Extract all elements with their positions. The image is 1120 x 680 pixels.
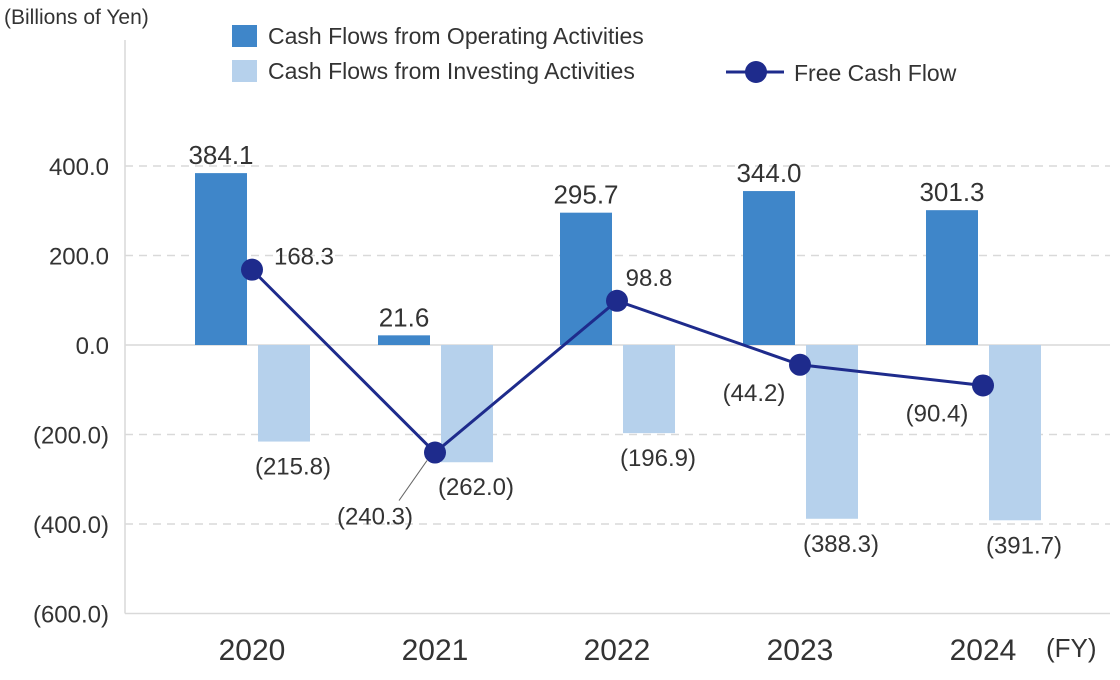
- investing-value-label: (388.3): [803, 531, 879, 558]
- operating-bar: [378, 335, 430, 345]
- operating-bar: [195, 173, 247, 345]
- free-cash-flow-point: [789, 353, 811, 376]
- free-cash-flow-point: [606, 289, 628, 312]
- investing-value-label: (196.9): [620, 445, 696, 472]
- y-tick-label: 200.0: [49, 244, 109, 271]
- data-labels: 384.1 21.6 295.7 344.0 301.3 (215.8) (262.0) (1…: [188, 140, 1062, 559]
- free-cash-flow-point: [972, 374, 994, 397]
- free-cash-flow-line: [241, 258, 994, 464]
- legend-label-operating: Cash Flows from Operating Activities: [268, 23, 644, 49]
- y-tick-label: 400.0: [49, 154, 109, 181]
- operating-value-label: 344.0: [736, 158, 801, 188]
- free-cash-flow-value-label: 98.8: [626, 265, 673, 292]
- x-tick-label: 2020: [219, 634, 286, 667]
- x-tick-label: 2023: [767, 634, 834, 667]
- legend-swatch-operating: [232, 25, 257, 47]
- legend-label-fcf: Free Cash Flow: [794, 60, 957, 86]
- x-axis-ticks: 2020 2021 2022 2023 2024: [219, 634, 1017, 667]
- investing-value-label: (215.8): [255, 454, 331, 481]
- y-tick-label: (600.0): [33, 602, 109, 629]
- free-cash-flow-value-label: 168.3: [274, 244, 334, 271]
- free-cash-flow-value-label: (90.4): [906, 400, 969, 427]
- bars: [195, 173, 1041, 521]
- y-tick-label: 0.0: [76, 333, 109, 360]
- y-axis-ticks: 400.0 200.0 0.0 (200.0) (400.0) (600.0): [33, 154, 109, 629]
- y-unit-label: (Billions of Yen): [4, 6, 149, 29]
- free-cash-flow-point: [241, 258, 263, 281]
- y-tick-label: (200.0): [33, 423, 109, 450]
- free-cash-flow-point: [424, 441, 446, 464]
- x-unit-label: (FY): [1046, 633, 1097, 663]
- operating-value-label: 301.3: [919, 177, 984, 207]
- free-cash-flow-value-label: (240.3): [337, 504, 413, 531]
- investing-bar: [989, 345, 1041, 521]
- legend-label-investing: Cash Flows from Investing Activities: [268, 58, 635, 84]
- operating-value-label: 295.7: [553, 180, 618, 210]
- operating-value-label: 384.1: [188, 140, 253, 170]
- operating-bar: [926, 210, 978, 345]
- legend-swatch-fcf-marker: [745, 61, 767, 83]
- investing-bar: [258, 345, 310, 442]
- investing-bar: [441, 345, 493, 463]
- investing-value-label: (391.7): [986, 532, 1062, 559]
- operating-bar: [743, 191, 795, 345]
- legend-swatch-investing: [232, 60, 257, 82]
- operating-value-label: 21.6: [379, 302, 430, 332]
- label-leader-line: [398, 460, 428, 501]
- x-tick-label: 2022: [584, 634, 651, 667]
- investing-bar: [806, 345, 858, 519]
- investing-bar: [623, 345, 675, 434]
- x-tick-label: 2024: [950, 634, 1017, 667]
- legend: Cash Flows from Operating Activities Cash…: [232, 23, 957, 86]
- x-tick-label: 2021: [402, 634, 469, 667]
- investing-value-label: (262.0): [438, 474, 514, 501]
- operating-bar: [560, 212, 612, 345]
- y-tick-label: (400.0): [33, 512, 109, 539]
- free-cash-flow-value-label: (44.2): [723, 380, 786, 407]
